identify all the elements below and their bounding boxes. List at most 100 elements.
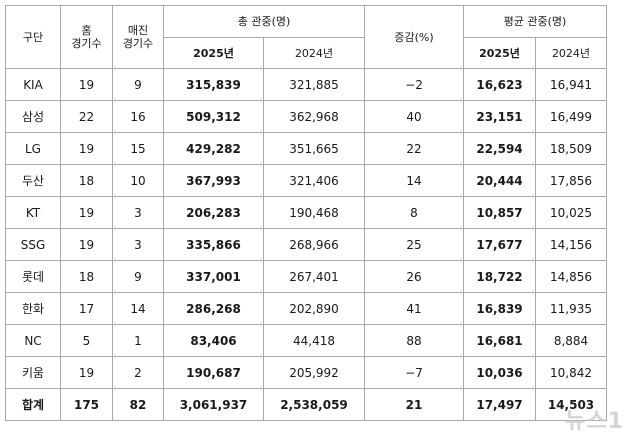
cell-avg-2025: 10,857 [463, 196, 536, 229]
cell-team-total: 합계 [5, 388, 61, 421]
cell-sellouts: 3 [112, 196, 164, 229]
cell-change-total: 21 [364, 388, 464, 421]
cell-avg-2024-total: 14,503 [535, 388, 607, 421]
header-sellout-games: 매진 경기수 [112, 5, 164, 69]
table-row-total: 합계 175 82 3,061,937 2,538,059 21 17,497 … [5, 388, 607, 421]
cell-home-games: 19 [60, 356, 113, 389]
cell-avg-2024: 14,856 [535, 260, 607, 293]
cell-avg-2025: 17,677 [463, 228, 536, 261]
header-home-games: 홈 경기수 [60, 5, 113, 69]
table-row: 삼성 22 16 509,312 362,968 40 23,151 16,49… [5, 100, 607, 133]
cell-team: 키움 [5, 356, 61, 389]
cell-avg-2025: 16,681 [463, 324, 536, 357]
cell-home-games: 19 [60, 68, 113, 101]
cell-total-2025: 335,866 [163, 228, 264, 261]
cell-avg-2024: 8,884 [535, 324, 607, 357]
cell-total-2024: 268,966 [263, 228, 365, 261]
header-total-2024: 2024년 [263, 37, 365, 69]
cell-team: KT [5, 196, 61, 229]
header-total-attendance: 총 관중(명) [163, 5, 365, 38]
header-change: 증감(%) [364, 5, 464, 69]
cell-team: 롯데 [5, 260, 61, 293]
cell-total-2025: 190,687 [163, 356, 264, 389]
cell-avg-2024: 17,856 [535, 164, 607, 197]
header-home-games-line1: 홈 [81, 24, 92, 37]
header-total-2025: 2025년 [163, 37, 264, 69]
cell-total-2024: 202,890 [263, 292, 365, 325]
cell-total-2024: 190,468 [263, 196, 365, 229]
cell-change: 22 [364, 132, 464, 165]
cell-avg-2025: 23,151 [463, 100, 536, 133]
cell-change: −2 [364, 68, 464, 101]
cell-total-2025: 367,993 [163, 164, 264, 197]
cell-team: NC [5, 324, 61, 357]
cell-sellouts: 15 [112, 132, 164, 165]
cell-avg-2025: 16,839 [463, 292, 536, 325]
cell-total-2024-total: 2,538,059 [263, 388, 365, 421]
cell-home-games: 18 [60, 260, 113, 293]
cell-sellouts: 16 [112, 100, 164, 133]
cell-team: LG [5, 132, 61, 165]
cell-avg-2024: 10,025 [535, 196, 607, 229]
attendance-table: 구단 홈 경기수 매진 경기수 총 관중(명) 증감(%) 평균 관중(명) 2… [5, 5, 607, 421]
cell-home-games: 22 [60, 100, 113, 133]
table-row: SSG 19 3 335,866 268,966 25 17,677 14,15… [5, 228, 607, 261]
cell-change: 41 [364, 292, 464, 325]
table-row: 두산 18 10 367,993 321,406 14 20,444 17,85… [5, 164, 607, 197]
cell-home-games-total: 175 [60, 388, 113, 421]
cell-avg-2024: 16,941 [535, 68, 607, 101]
cell-avg-2025-total: 17,497 [463, 388, 536, 421]
cell-total-2024: 362,968 [263, 100, 365, 133]
table-row: NC 5 1 83,406 44,418 88 16,681 8,884 [5, 324, 607, 357]
table-row: LG 19 15 429,282 351,665 22 22,594 18,50… [5, 132, 607, 165]
cell-total-2025: 286,268 [163, 292, 264, 325]
header-team: 구단 [5, 5, 61, 69]
cell-avg-2025: 18,722 [463, 260, 536, 293]
cell-team: SSG [5, 228, 61, 261]
cell-total-2024: 205,992 [263, 356, 365, 389]
cell-sellouts-total: 82 [112, 388, 164, 421]
table-row: 한화 17 14 286,268 202,890 41 16,839 11,93… [5, 292, 607, 325]
cell-avg-2025: 22,594 [463, 132, 536, 165]
table-row: KT 19 3 206,283 190,468 8 10,857 10,025 [5, 196, 607, 229]
cell-change: 25 [364, 228, 464, 261]
cell-home-games: 17 [60, 292, 113, 325]
cell-total-2025: 429,282 [163, 132, 264, 165]
cell-change: 8 [364, 196, 464, 229]
cell-sellouts: 2 [112, 356, 164, 389]
header-avg-2024: 2024년 [535, 37, 607, 69]
cell-change: 40 [364, 100, 464, 133]
cell-total-2025: 509,312 [163, 100, 264, 133]
cell-sellouts: 14 [112, 292, 164, 325]
cell-team: 삼성 [5, 100, 61, 133]
cell-team: 두산 [5, 164, 61, 197]
cell-team: 한화 [5, 292, 61, 325]
cell-total-2025: 83,406 [163, 324, 264, 357]
cell-total-2024: 321,885 [263, 68, 365, 101]
cell-avg-2024: 18,509 [535, 132, 607, 165]
cell-total-2024: 267,401 [263, 260, 365, 293]
cell-sellouts: 1 [112, 324, 164, 357]
cell-sellouts: 9 [112, 68, 164, 101]
header-sellout-games-line2: 경기수 [122, 37, 154, 50]
cell-home-games: 19 [60, 132, 113, 165]
cell-avg-2024: 10,842 [535, 356, 607, 389]
cell-total-2025: 337,001 [163, 260, 264, 293]
table-row: 키움 19 2 190,687 205,992 −7 10,036 10,842 [5, 356, 607, 389]
cell-total-2024: 321,406 [263, 164, 365, 197]
cell-sellouts: 10 [112, 164, 164, 197]
attendance-table-container: 구단 홈 경기수 매진 경기수 총 관중(명) 증감(%) 평균 관중(명) 2… [5, 5, 607, 421]
table-row: 롯데 18 9 337,001 267,401 26 18,722 14,856 [5, 260, 607, 293]
cell-change: 88 [364, 324, 464, 357]
cell-avg-2024: 14,156 [535, 228, 607, 261]
cell-team: KIA [5, 68, 61, 101]
cell-total-2025: 315,839 [163, 68, 264, 101]
cell-avg-2025: 16,623 [463, 68, 536, 101]
cell-change: 14 [364, 164, 464, 197]
cell-avg-2024: 16,499 [535, 100, 607, 133]
cell-total-2025-total: 3,061,937 [163, 388, 264, 421]
cell-total-2025: 206,283 [163, 196, 264, 229]
cell-home-games: 19 [60, 196, 113, 229]
cell-total-2024: 351,665 [263, 132, 365, 165]
cell-avg-2024: 11,935 [535, 292, 607, 325]
